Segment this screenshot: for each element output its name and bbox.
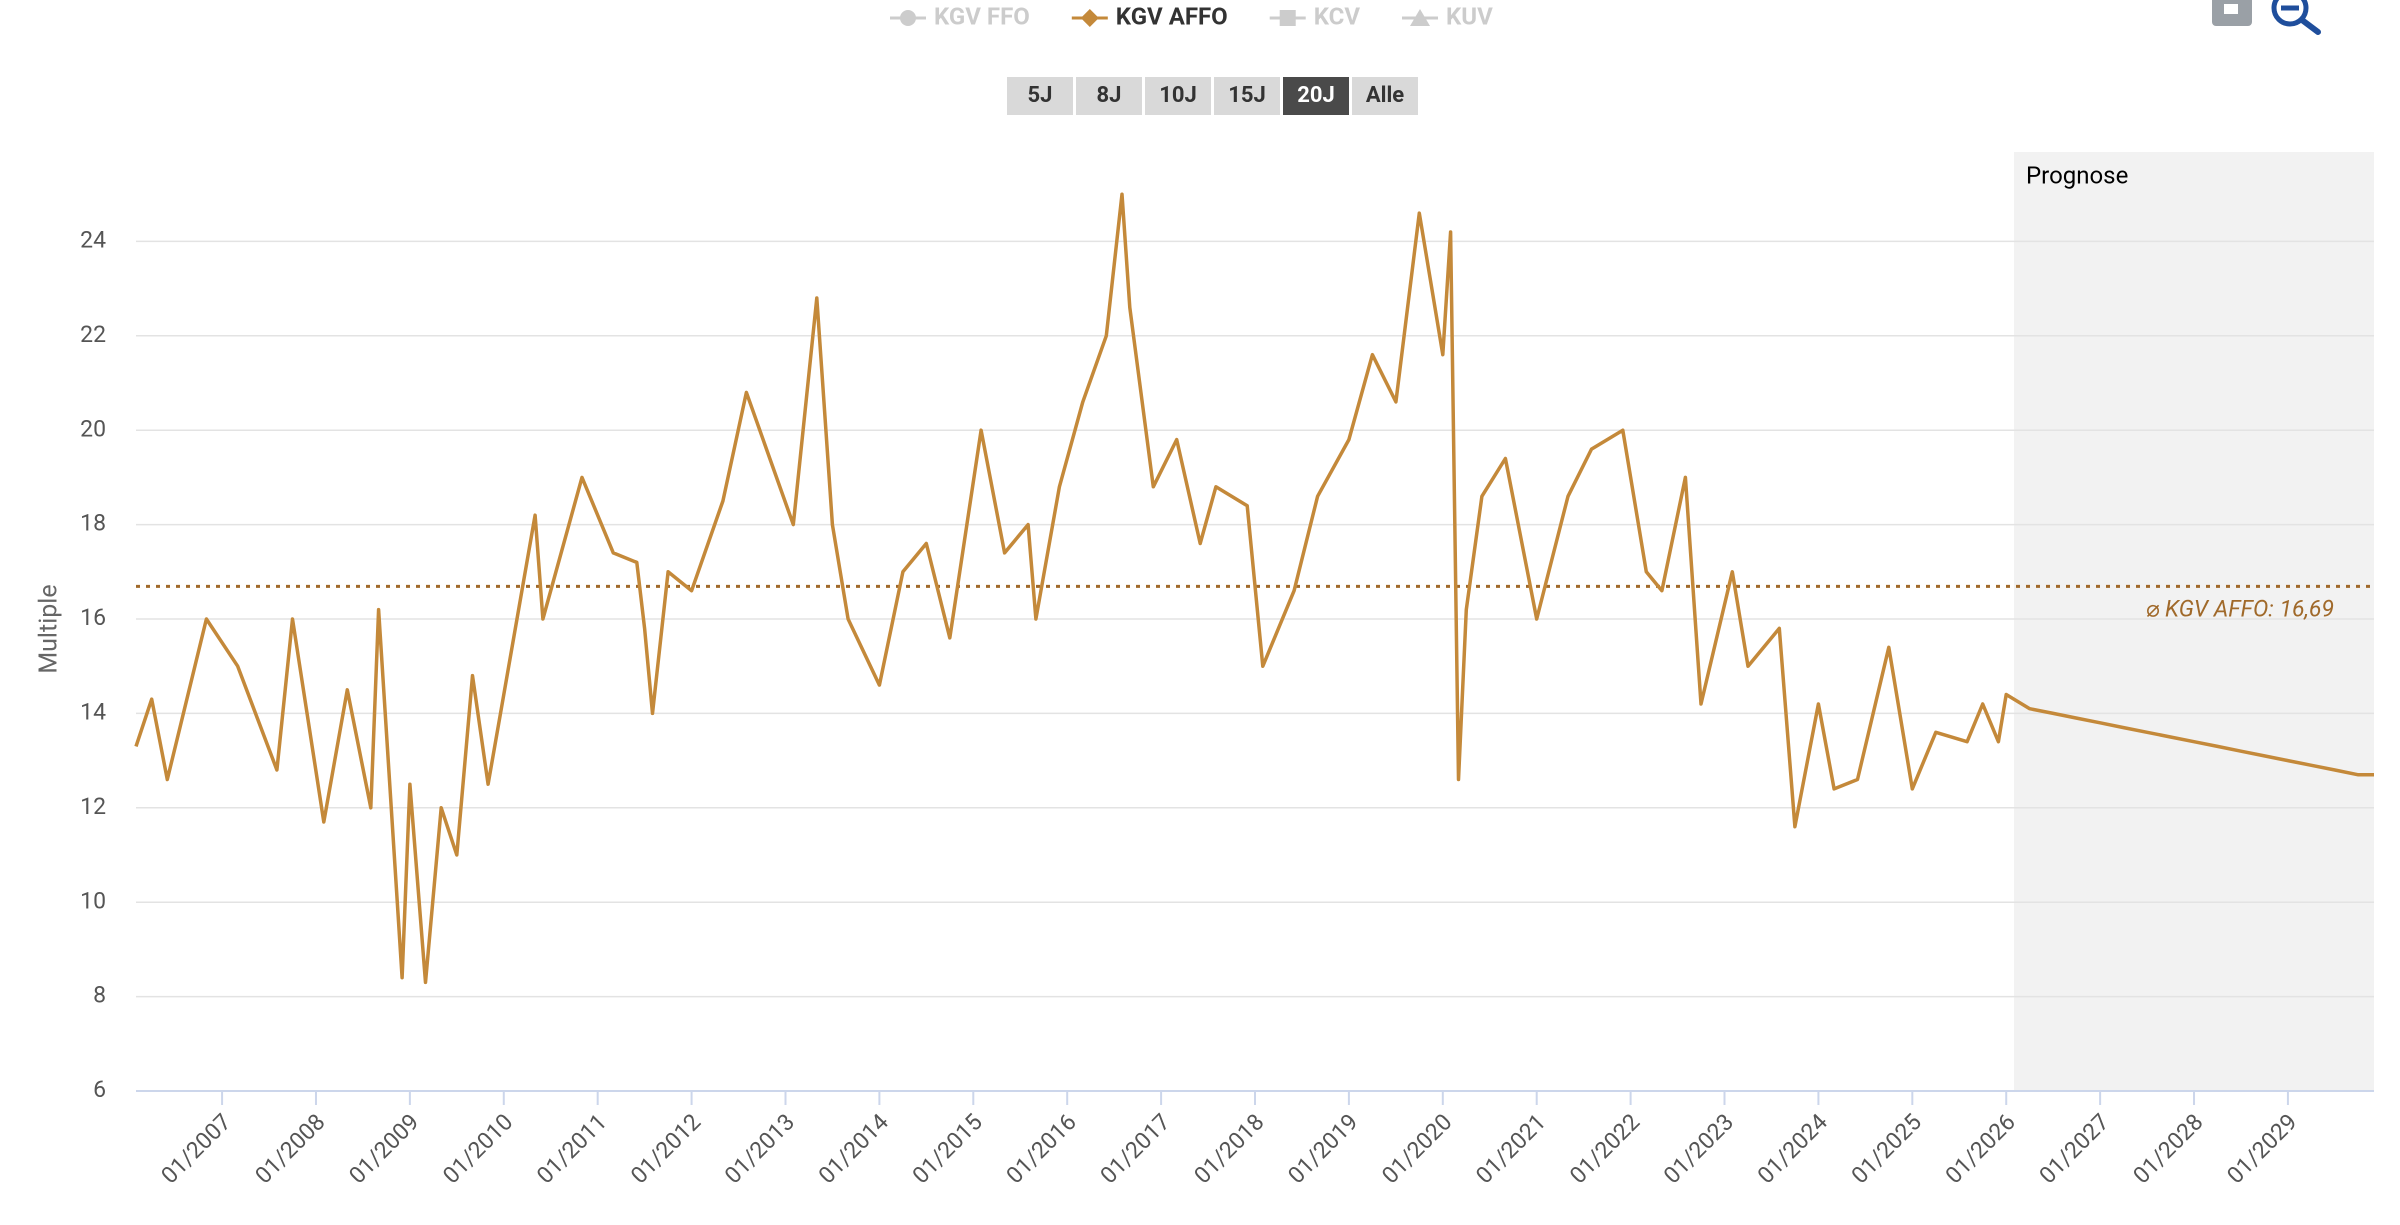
x-tick-label: 01/2027 bbox=[2034, 1108, 2115, 1189]
legend-item[interactable]: KGV AFFO bbox=[1071, 2, 1228, 30]
legend-label: KGV FFO bbox=[934, 2, 1030, 30]
x-tick-label: 01/2015 bbox=[907, 1108, 988, 1189]
x-tick-label: 01/2021 bbox=[1471, 1108, 1552, 1189]
x-tick-label: 01/2007 bbox=[156, 1108, 237, 1189]
range-button-bg bbox=[1145, 77, 1211, 115]
y-tick-label: 22 bbox=[80, 321, 106, 348]
range-button-bg bbox=[1076, 77, 1142, 115]
y-tick-label: 8 bbox=[93, 982, 106, 1009]
y-tick-label: 12 bbox=[80, 793, 106, 820]
x-tick-label: 01/2016 bbox=[1001, 1108, 1082, 1189]
range-button-bg bbox=[1283, 77, 1349, 115]
x-tick-label: 01/2013 bbox=[719, 1108, 800, 1189]
y-tick-label: 6 bbox=[93, 1076, 106, 1103]
forecast-label: Prognose bbox=[2026, 161, 2128, 189]
save-icon-slot bbox=[2224, 4, 2238, 14]
range-button-label: 10J bbox=[1159, 83, 1197, 108]
x-tick-label: 01/2028 bbox=[2128, 1108, 2209, 1189]
legend-label: KCV bbox=[1314, 2, 1361, 30]
legend-item[interactable]: KCV bbox=[1269, 2, 1361, 30]
range-button-label: 8J bbox=[1097, 83, 1122, 108]
y-tick-label: 16 bbox=[80, 604, 106, 631]
x-tick-label: 01/2011 bbox=[532, 1108, 613, 1189]
range-button-label: 20J bbox=[1297, 83, 1335, 108]
legend-item[interactable]: KGV FFO bbox=[890, 2, 1030, 30]
save-icon[interactable] bbox=[2212, 0, 2252, 26]
series-line bbox=[134, 192, 2374, 985]
x-tick-label: 01/2026 bbox=[1940, 1108, 2021, 1189]
x-tick-label: 01/2009 bbox=[344, 1108, 425, 1189]
legend-label: KUV bbox=[1446, 2, 1493, 30]
range-button-label: 5J bbox=[1028, 83, 1053, 108]
range-button[interactable]: 8J bbox=[1076, 77, 1142, 115]
range-button[interactable]: 15J bbox=[1214, 77, 1280, 115]
x-tick-label: 01/2017 bbox=[1095, 1108, 1176, 1189]
forecast-band bbox=[2014, 152, 2374, 1091]
legend-marker bbox=[1410, 9, 1430, 26]
legend-marker bbox=[1080, 9, 1099, 27]
range-button-bg bbox=[1007, 77, 1073, 115]
x-tick-label: 01/2024 bbox=[1752, 1108, 1833, 1189]
x-tick-label: 01/2014 bbox=[813, 1108, 894, 1189]
zoom-handle bbox=[2299, 17, 2321, 35]
y-tick-label: 24 bbox=[80, 226, 106, 253]
x-tick-label: 01/2010 bbox=[438, 1108, 519, 1189]
range-button-label: 15J bbox=[1228, 83, 1266, 108]
legend-item[interactable]: KUV bbox=[1402, 2, 1493, 30]
range-button-label: Alle bbox=[1366, 83, 1404, 108]
y-tick-label: 14 bbox=[80, 698, 106, 725]
y-axis-label: Multiple bbox=[35, 584, 64, 673]
range-button[interactable]: 5J bbox=[1007, 77, 1073, 115]
average-label: ⌀ KGV AFFO: 16,69 bbox=[2146, 596, 2334, 623]
x-tick-label: 01/2019 bbox=[1283, 1108, 1364, 1189]
y-tick-label: 18 bbox=[80, 510, 106, 537]
legend-label: KGV AFFO bbox=[1116, 2, 1228, 30]
range-button[interactable]: 20J bbox=[1283, 77, 1349, 115]
range-button-bg bbox=[1214, 77, 1280, 115]
x-tick-label: 01/2029 bbox=[2222, 1108, 2303, 1189]
range-button-bg bbox=[1352, 77, 1418, 115]
zoom-ring bbox=[2271, 0, 2309, 27]
x-tick-label: 01/2023 bbox=[1658, 1108, 1739, 1189]
x-tick-label: 01/2012 bbox=[625, 1108, 706, 1189]
range-button[interactable]: 10J bbox=[1145, 77, 1211, 115]
legend-marker bbox=[900, 10, 916, 26]
zoom-out-icon[interactable] bbox=[2271, 0, 2321, 35]
legend-marker bbox=[1279, 10, 1296, 26]
y-tick-label: 20 bbox=[80, 415, 106, 442]
x-tick-label: 01/2020 bbox=[1377, 1108, 1458, 1189]
x-tick-label: 01/2018 bbox=[1189, 1108, 1270, 1189]
x-tick-label: 01/2022 bbox=[1564, 1108, 1645, 1189]
range-button[interactable]: Alle bbox=[1352, 77, 1418, 115]
x-tick-label: 01/2025 bbox=[1846, 1108, 1927, 1189]
y-tick-label: 10 bbox=[80, 887, 106, 914]
x-tick-label: 01/2008 bbox=[250, 1108, 331, 1189]
